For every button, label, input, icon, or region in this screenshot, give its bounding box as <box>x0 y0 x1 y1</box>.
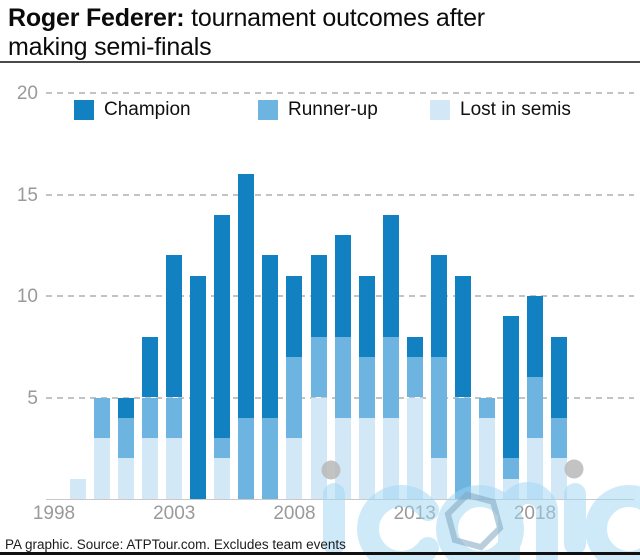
bar-segment-2003-lost-in-semis <box>166 438 183 499</box>
bar-segment-2011-champion <box>358 275 375 357</box>
bar-segment-2003-runner-up <box>166 397 183 439</box>
bar-segment-2017-champion <box>502 316 519 459</box>
bar-segment-2000-runner-up <box>94 397 111 439</box>
bar-segment-2009-lost-in-semis <box>310 397 327 499</box>
y-axis-tick-15: 15 <box>16 184 38 206</box>
bar-segment-2010-runner-up <box>334 336 351 418</box>
bar-segment-2000-lost-in-semis <box>94 438 111 499</box>
legend-item-champion: Champion <box>74 99 191 121</box>
champion-swatch-icon <box>74 100 94 120</box>
bar-segment-2019-champion <box>551 336 567 418</box>
bar-segment-2009-runner-up <box>310 336 327 398</box>
bar-segment-2010-lost-in-semis <box>334 417 351 499</box>
bar-segment-2002-champion <box>142 336 159 398</box>
bar-segment-2001-champion <box>118 397 135 418</box>
bar-segment-2002-runner-up <box>142 397 159 439</box>
bar-segment-2015-champion <box>454 275 471 398</box>
x-axis-tick-2003: 2003 <box>153 503 196 524</box>
bar-segment-2001-runner-up <box>118 417 135 459</box>
y-axis-tick-20: 20 <box>16 83 38 104</box>
bar-segment-2019-runner-up <box>551 417 567 459</box>
bar-segment-2017-lost-in-semis <box>502 478 519 499</box>
bar-segment-2012-champion <box>382 214 399 337</box>
bar-segment-2015-runner-up <box>454 397 471 499</box>
bar-segment-2008-lost-in-semis <box>286 438 303 499</box>
bar-segment-2013-runner-up <box>406 356 423 398</box>
bar-segment-2007-champion <box>262 255 279 418</box>
bar-segment-2014-lost-in-semis <box>430 458 447 499</box>
title-bold: Roger Federer: <box>8 4 185 32</box>
legend-label: Runner-up <box>288 99 378 120</box>
y-axis-tick-10: 10 <box>16 286 38 307</box>
bar-segment-2018-lost-in-semis <box>526 438 543 499</box>
gridline-y20 <box>46 92 634 94</box>
x-axis-line <box>46 499 634 500</box>
gridline-y15 <box>46 193 634 196</box>
runner-up-swatch-icon <box>258 100 278 120</box>
title-divider <box>0 61 640 63</box>
bar-segment-2010-champion <box>334 235 351 337</box>
bar-segment-2009-champion <box>310 255 327 337</box>
bar-segment-2014-champion <box>430 255 447 357</box>
bar-segment-2018-champion <box>526 296 543 378</box>
bar-segment-2019-lost-in-semis <box>551 458 567 499</box>
bar-segment-2016-runner-up <box>478 397 495 418</box>
bar-segment-2006-runner-up <box>238 417 255 499</box>
page-title: Roger Federer: tournament outcomes after… <box>8 4 632 62</box>
bar-segment-2016-lost-in-semis <box>478 417 495 499</box>
bar-segment-2005-lost-in-semis <box>214 458 231 499</box>
x-axis-tick-1998: 1998 <box>32 503 76 524</box>
bar-segment-2012-runner-up <box>382 336 399 418</box>
lost-in-semis-swatch-icon <box>430 100 450 120</box>
x-axis-tick-2013: 2013 <box>393 503 436 524</box>
bar-segment-2008-champion <box>286 275 303 357</box>
source-credit: PA graphic. Source: ATPTour.com. Exclude… <box>5 537 346 552</box>
bar-segment-2005-champion <box>214 214 231 439</box>
title-line2: making semi-finals <box>8 33 212 61</box>
bar-segment-2007-runner-up <box>262 417 279 499</box>
bar-segment-2014-runner-up <box>430 356 447 459</box>
bar-segment-1999-lost-in-semis <box>70 478 86 499</box>
bottom-rule <box>0 552 640 555</box>
legend-item-lost-in-semis: Lost in semis <box>430 99 571 121</box>
bar-segment-2002-lost-in-semis <box>142 438 159 499</box>
bar-segment-2013-champion <box>406 336 423 357</box>
x-axis-tick-2018: 2018 <box>513 503 557 524</box>
bar-segment-2005-runner-up <box>214 438 231 459</box>
legend-item-runner-up: Runner-up <box>258 99 378 121</box>
bar-segment-2001-lost-in-semis <box>118 458 135 499</box>
bar-segment-2012-lost-in-semis <box>382 417 399 499</box>
y-axis-tick-5: 5 <box>27 387 38 409</box>
legend-label: Lost in semis <box>460 99 571 120</box>
bar-segment-2013-lost-in-semis <box>406 397 423 499</box>
bar-segment-2006-champion <box>238 174 255 418</box>
legend-label: Champion <box>104 99 191 120</box>
bar-segment-2017-runner-up <box>502 458 519 479</box>
bar-segment-2003-champion <box>166 255 183 398</box>
bar-segment-2008-runner-up <box>286 356 303 439</box>
bar-segment-2018-runner-up <box>526 377 543 439</box>
bar-segment-2011-runner-up <box>358 356 375 418</box>
bar-segment-2011-lost-in-semis <box>358 417 375 499</box>
bar-segment-2004-champion <box>190 275 207 499</box>
title-rest: tournament outcomes after <box>184 4 485 32</box>
x-axis-tick-2008: 2008 <box>273 503 316 524</box>
